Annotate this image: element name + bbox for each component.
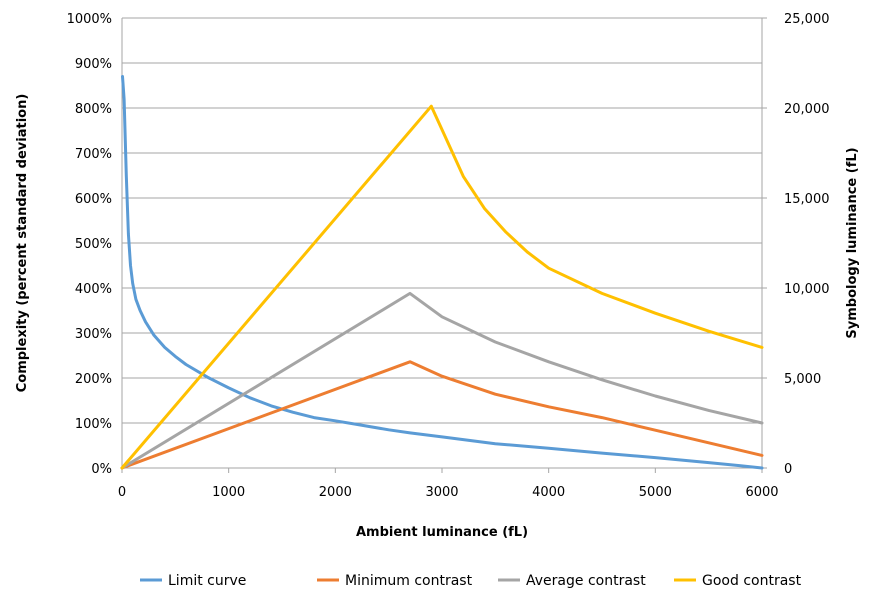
y-right-tick-label: 20,000 xyxy=(784,102,830,117)
y-left-tick-label: 300% xyxy=(75,327,112,342)
x-axis-title: Ambient luminance (fL) xyxy=(356,525,528,540)
legend-label-limit-curve: Limit curve xyxy=(168,573,246,589)
y-right-tick-label: 10,000 xyxy=(784,282,830,297)
legend-label-average-contrast: Average contrast xyxy=(526,573,646,589)
gridlines xyxy=(122,17,762,424)
y-right-tick-label: 0 xyxy=(784,462,792,477)
legend: Limit curve Minimum contrast Average contr… xyxy=(140,573,802,589)
axes xyxy=(121,17,767,473)
y-left-tick-label: 800% xyxy=(75,102,112,117)
y-left-tick-label: 500% xyxy=(75,237,112,252)
y-right-tick-label: 15,000 xyxy=(784,192,830,207)
x-tick-label: 3000 xyxy=(425,485,458,500)
y-left-tick-label: 400% xyxy=(75,282,112,297)
x-tick-label: 2000 xyxy=(319,485,352,500)
y-right-tick-label: 5,000 xyxy=(784,372,821,387)
tick-labels: 0% 100% 200% 300% 400% 500% 600% 700% 800% 900% 10… xyxy=(67,12,830,500)
y-axis-left-title: Complexity (percent standard deviation) xyxy=(15,94,30,393)
y-left-tick-label: 700% xyxy=(75,147,112,162)
series-line-limit-curve xyxy=(121,75,764,470)
series-line-good-contrast xyxy=(120,104,764,470)
legend-label-minimum-contrast: Minimum contrast xyxy=(345,573,473,589)
y-left-tick-label: 600% xyxy=(75,192,112,207)
x-tick-label: 5000 xyxy=(639,485,672,500)
y-left-tick-label: 100% xyxy=(75,417,112,432)
y-left-tick-label: 0% xyxy=(91,462,112,477)
y-left-tick-label: 900% xyxy=(75,57,112,72)
x-tick-label: 0 xyxy=(118,485,126,500)
y-axis-right-title: Symbology luminance (fL) xyxy=(845,147,860,338)
series-lines xyxy=(120,75,764,470)
x-tick-label: 6000 xyxy=(745,485,778,500)
y-left-tick-label: 200% xyxy=(75,372,112,387)
legend-label-good-contrast: Good contrast xyxy=(702,573,802,589)
series-line-minimum-contrast xyxy=(120,360,764,470)
y-right-tick-label: 25,000 xyxy=(784,12,830,27)
series-line-average-contrast xyxy=(120,291,764,470)
y-left-tick-label: 1000% xyxy=(67,12,112,27)
x-tick-label: 4000 xyxy=(532,485,565,500)
x-tick-label: 1000 xyxy=(212,485,245,500)
